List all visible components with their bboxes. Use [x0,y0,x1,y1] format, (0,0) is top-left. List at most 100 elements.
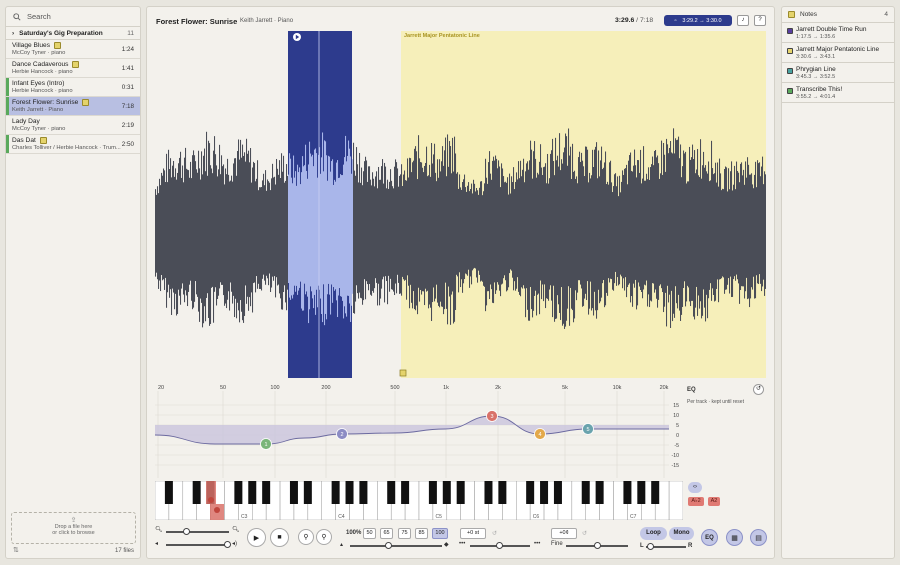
eq-band-handle[interactable]: 3 [486,410,498,422]
pan-slider[interactable] [646,546,686,548]
track-item[interactable]: Forest Flower: Sunrise Keith Jarrett · Pi… [6,97,140,116]
loop-end-button[interactable]: ⚲ [316,529,332,545]
black-key[interactable] [623,481,632,504]
selection-range[interactable]: ▫ 3:29.2 → 3:30.0 [664,15,732,26]
black-key[interactable] [331,481,340,504]
speed-slider[interactable] [350,545,442,547]
player-header: Forest Flower: Sunrise Keith Jarrett · P… [147,7,776,33]
mono-button[interactable]: Mono [669,527,694,540]
eq-toggle-button[interactable]: EQ [701,529,718,546]
zoom-slider[interactable] [166,531,229,533]
eq-graph[interactable]: 20 50 100 200 500 1k 2k 5k 10k 20k151050-5-10-15 … [155,382,683,478]
track-artist: Keith Jarrett · Piano [12,107,64,113]
eq-band-handle[interactable]: 4 [534,428,546,440]
waveform[interactable]: Jarrett Major Pentatonic Line [155,31,766,378]
semitone-value[interactable]: +0 st [460,528,486,539]
zoom-in-icon[interactable]: 🔍︎ [232,527,240,533]
track-artist: Herbie Hancock · piano [12,69,73,75]
octave-label: C6 [533,514,540,520]
track-title: Lady Day [12,118,40,125]
black-key[interactable] [651,481,660,504]
note-marker-icon[interactable] [399,369,407,377]
pan-slider-knob[interactable] [647,543,654,550]
piano-toggle-button[interactable]: ▦ [726,529,743,546]
piano-keyboard[interactable]: C3 C4 C5 C6 C7 [155,481,683,520]
black-key[interactable] [484,481,493,504]
semitone-slider-knob[interactable] [496,542,503,549]
black-key[interactable] [581,481,590,504]
eq-reset-icon[interactable]: ↺ [753,384,764,395]
note-item[interactable]: Phrygian Line 3:45.3 → 3:52.5 [782,63,894,83]
black-key[interactable] [359,481,368,504]
speed-preset-button[interactable]: 75 [398,528,411,539]
track-color-marker [6,135,9,153]
black-key[interactable] [526,481,535,504]
speed-slider-knob[interactable] [385,542,392,549]
white-key[interactable] [668,481,683,520]
help-button[interactable]: ? [754,15,766,26]
sort-icon[interactable]: ⇅ [13,547,19,554]
track-item[interactable]: Das Dat Charles Tolliver / Herbie Hancock… [6,135,140,154]
loop-start-button[interactable]: ⚲ [298,529,314,545]
eq-freq-label: 5k [562,385,568,391]
music-note-button[interactable]: ♪ [737,15,749,26]
stop-button[interactable]: ■ [270,528,289,547]
black-key[interactable] [262,481,271,504]
black-key[interactable] [248,481,257,504]
loop-button[interactable]: Loop [640,527,667,540]
track-item[interactable]: Infant Eyes (Intro) Herbie Hancock · pian… [6,78,140,97]
black-key[interactable] [192,481,201,504]
black-key[interactable] [442,481,451,504]
eq-db-label: 0 [676,433,679,439]
speed-preset-button[interactable]: 50 [363,528,376,539]
note-chip-1: A♭2 [688,497,704,506]
notes-toggle-button[interactable]: ▤ [750,529,767,546]
black-key[interactable] [498,481,507,504]
track-item[interactable]: Village Blues McCoy Tyner · piano 1:24 [6,40,140,59]
file-drop-zone[interactable]: ⇪ Drop a file here or click to browse [11,512,136,544]
note-item[interactable]: Transcribe This! 3:55.2 → 4:01.4 [782,83,894,103]
playlist-group[interactable]: › Saturday's Gig Preparation 11 [6,27,140,40]
note-chip-2: A2 [708,497,720,506]
black-key[interactable] [637,481,646,504]
note-list: Jarrett Double Time Run 1:17.5 → 1:35.6 Ja… [782,23,894,103]
black-key[interactable] [289,481,298,504]
black-key[interactable] [401,481,410,504]
black-key[interactable] [456,481,465,504]
volume-icon: ◂ [155,541,159,547]
black-key[interactable] [234,481,243,504]
cents-slider-knob[interactable] [594,542,601,549]
track-item[interactable]: Lady Day McCoy Tyner · piano 2:19 [6,116,140,135]
zoom-out-icon[interactable]: 🔍︎ [155,527,163,533]
chevron-right-icon[interactable]: › [12,29,15,37]
speed-preset-button[interactable]: 85 [415,528,428,539]
black-key[interactable] [345,481,354,504]
black-key[interactable] [164,481,173,504]
speed-preset-button[interactable]: 100 [432,528,448,539]
note-item[interactable]: Jarrett Double Time Run 1:17.5 → 1:35.6 [782,23,894,43]
black-key[interactable] [428,481,437,504]
search-input[interactable]: Search [6,7,140,27]
zoom-slider-knob[interactable] [183,528,190,535]
semitone-reset-icon[interactable]: ↺ [492,531,498,537]
transpose-toggle[interactable]: ‹› [688,482,702,493]
notes-header: Notes 4 [782,7,894,23]
note-item[interactable]: Jarrett Major Pentatonic Line 3:30.6 → 3:… [782,43,894,63]
black-key[interactable] [553,481,562,504]
speed-preset-button[interactable]: 65 [380,528,393,539]
cents-value[interactable]: +0¢ [551,528,577,539]
eq-band-handle[interactable]: 2 [336,428,348,440]
black-key[interactable] [595,481,604,504]
eq-freq-label: 50 [220,385,226,391]
track-item[interactable]: Dance Cadaverous Herbie Hancock · piano 1:… [6,59,140,78]
black-key[interactable] [387,481,396,504]
eq-band-handle[interactable]: 1 [260,438,272,450]
play-button[interactable]: ▶ [247,528,266,547]
eq-band-handle[interactable]: 5 [582,423,594,435]
volume-slider[interactable] [166,544,229,546]
black-key[interactable] [540,481,549,504]
black-key[interactable] [303,481,312,504]
volume-slider-knob[interactable] [224,541,231,548]
pan-left-label: L [640,543,644,549]
cents-reset-icon[interactable]: ↺ [582,531,588,537]
